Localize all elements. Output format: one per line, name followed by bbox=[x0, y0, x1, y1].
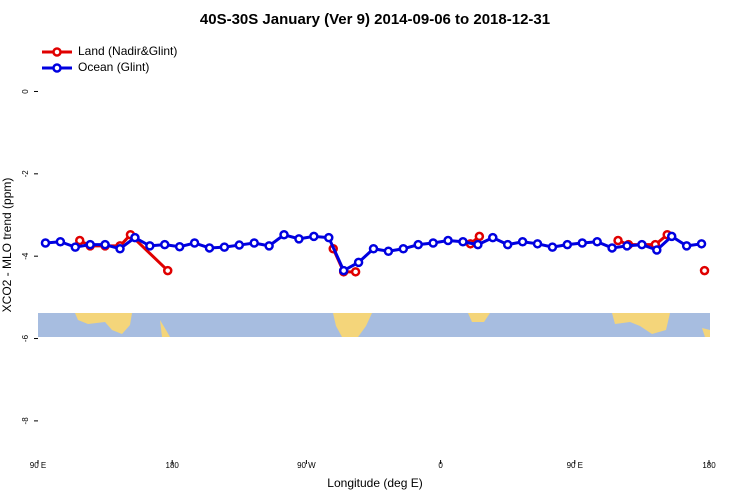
data-point bbox=[249, 238, 259, 248]
data-point bbox=[115, 244, 125, 254]
data-point bbox=[696, 239, 707, 249]
data-point bbox=[622, 241, 632, 251]
data-point bbox=[309, 231, 319, 242]
data-point bbox=[264, 241, 274, 251]
legend-marker bbox=[52, 63, 62, 73]
data-point bbox=[338, 265, 349, 276]
data-point bbox=[85, 239, 95, 250]
data-point bbox=[666, 231, 677, 242]
data-point bbox=[383, 246, 394, 256]
y-tick-label: -8 bbox=[21, 417, 30, 425]
data-point bbox=[474, 231, 485, 242]
y-tick-label: -2 bbox=[21, 170, 30, 178]
data-point bbox=[279, 230, 289, 240]
chart-title: 40S-30S January (Ver 9) 2014-09-06 to 20… bbox=[200, 11, 550, 28]
data-point bbox=[607, 243, 617, 253]
data-point bbox=[562, 239, 573, 250]
data-point bbox=[413, 239, 423, 250]
x-tick-label: 90 E bbox=[30, 461, 46, 470]
data-point bbox=[458, 237, 468, 247]
data-point bbox=[350, 267, 361, 277]
data-point bbox=[652, 245, 662, 255]
data-point bbox=[428, 238, 438, 248]
data-point bbox=[294, 234, 304, 244]
data-point bbox=[488, 232, 498, 243]
x-axis-label: Longitude (deg E) bbox=[327, 476, 422, 490]
data-point bbox=[517, 237, 528, 247]
legend-marker bbox=[52, 47, 62, 57]
data-point bbox=[502, 239, 513, 250]
data-point bbox=[368, 244, 379, 254]
data-point bbox=[174, 241, 185, 252]
x-tick-label: 0 bbox=[438, 461, 443, 470]
data-point bbox=[145, 241, 155, 251]
legend: Land (Nadir&Glint) Ocean (Glint) bbox=[42, 44, 177, 74]
x-tick-label: 90 W bbox=[297, 461, 316, 470]
data-point bbox=[547, 242, 558, 252]
data-point bbox=[443, 235, 453, 246]
x-tick-label: 90 E bbox=[567, 461, 583, 470]
map-strip bbox=[38, 313, 710, 337]
y-tick-label: -6 bbox=[21, 334, 30, 342]
data-point bbox=[353, 257, 364, 268]
data-point bbox=[577, 238, 588, 248]
data-point bbox=[189, 238, 200, 248]
data-point bbox=[324, 232, 334, 243]
data-point bbox=[159, 239, 170, 250]
y-tick-label: 0 bbox=[21, 89, 30, 94]
y-tick-label: -4 bbox=[21, 252, 30, 260]
data-point bbox=[70, 242, 81, 252]
data-point bbox=[681, 241, 692, 251]
data-point bbox=[75, 235, 85, 246]
data-point bbox=[592, 237, 602, 247]
data-point bbox=[130, 232, 140, 243]
data-point bbox=[234, 240, 245, 250]
legend-label: Land (Nadir&Glint) bbox=[78, 44, 177, 58]
x-tick-label: 180 bbox=[166, 461, 180, 470]
data-point bbox=[219, 242, 230, 252]
data-point bbox=[699, 265, 710, 276]
data-point bbox=[204, 243, 215, 253]
data-point bbox=[532, 239, 543, 249]
data-point bbox=[637, 239, 647, 250]
data-point bbox=[100, 239, 110, 250]
data-point bbox=[398, 244, 409, 254]
y-axis-label: XCO2 - MLO trend (ppm) bbox=[0, 178, 14, 313]
data-point bbox=[40, 238, 51, 248]
legend-label: Ocean (Glint) bbox=[78, 60, 149, 74]
data-point bbox=[613, 235, 623, 246]
data-point bbox=[55, 237, 66, 247]
data-point bbox=[162, 265, 173, 276]
x-tick-label: 180 bbox=[702, 461, 716, 470]
data-point bbox=[473, 239, 483, 250]
